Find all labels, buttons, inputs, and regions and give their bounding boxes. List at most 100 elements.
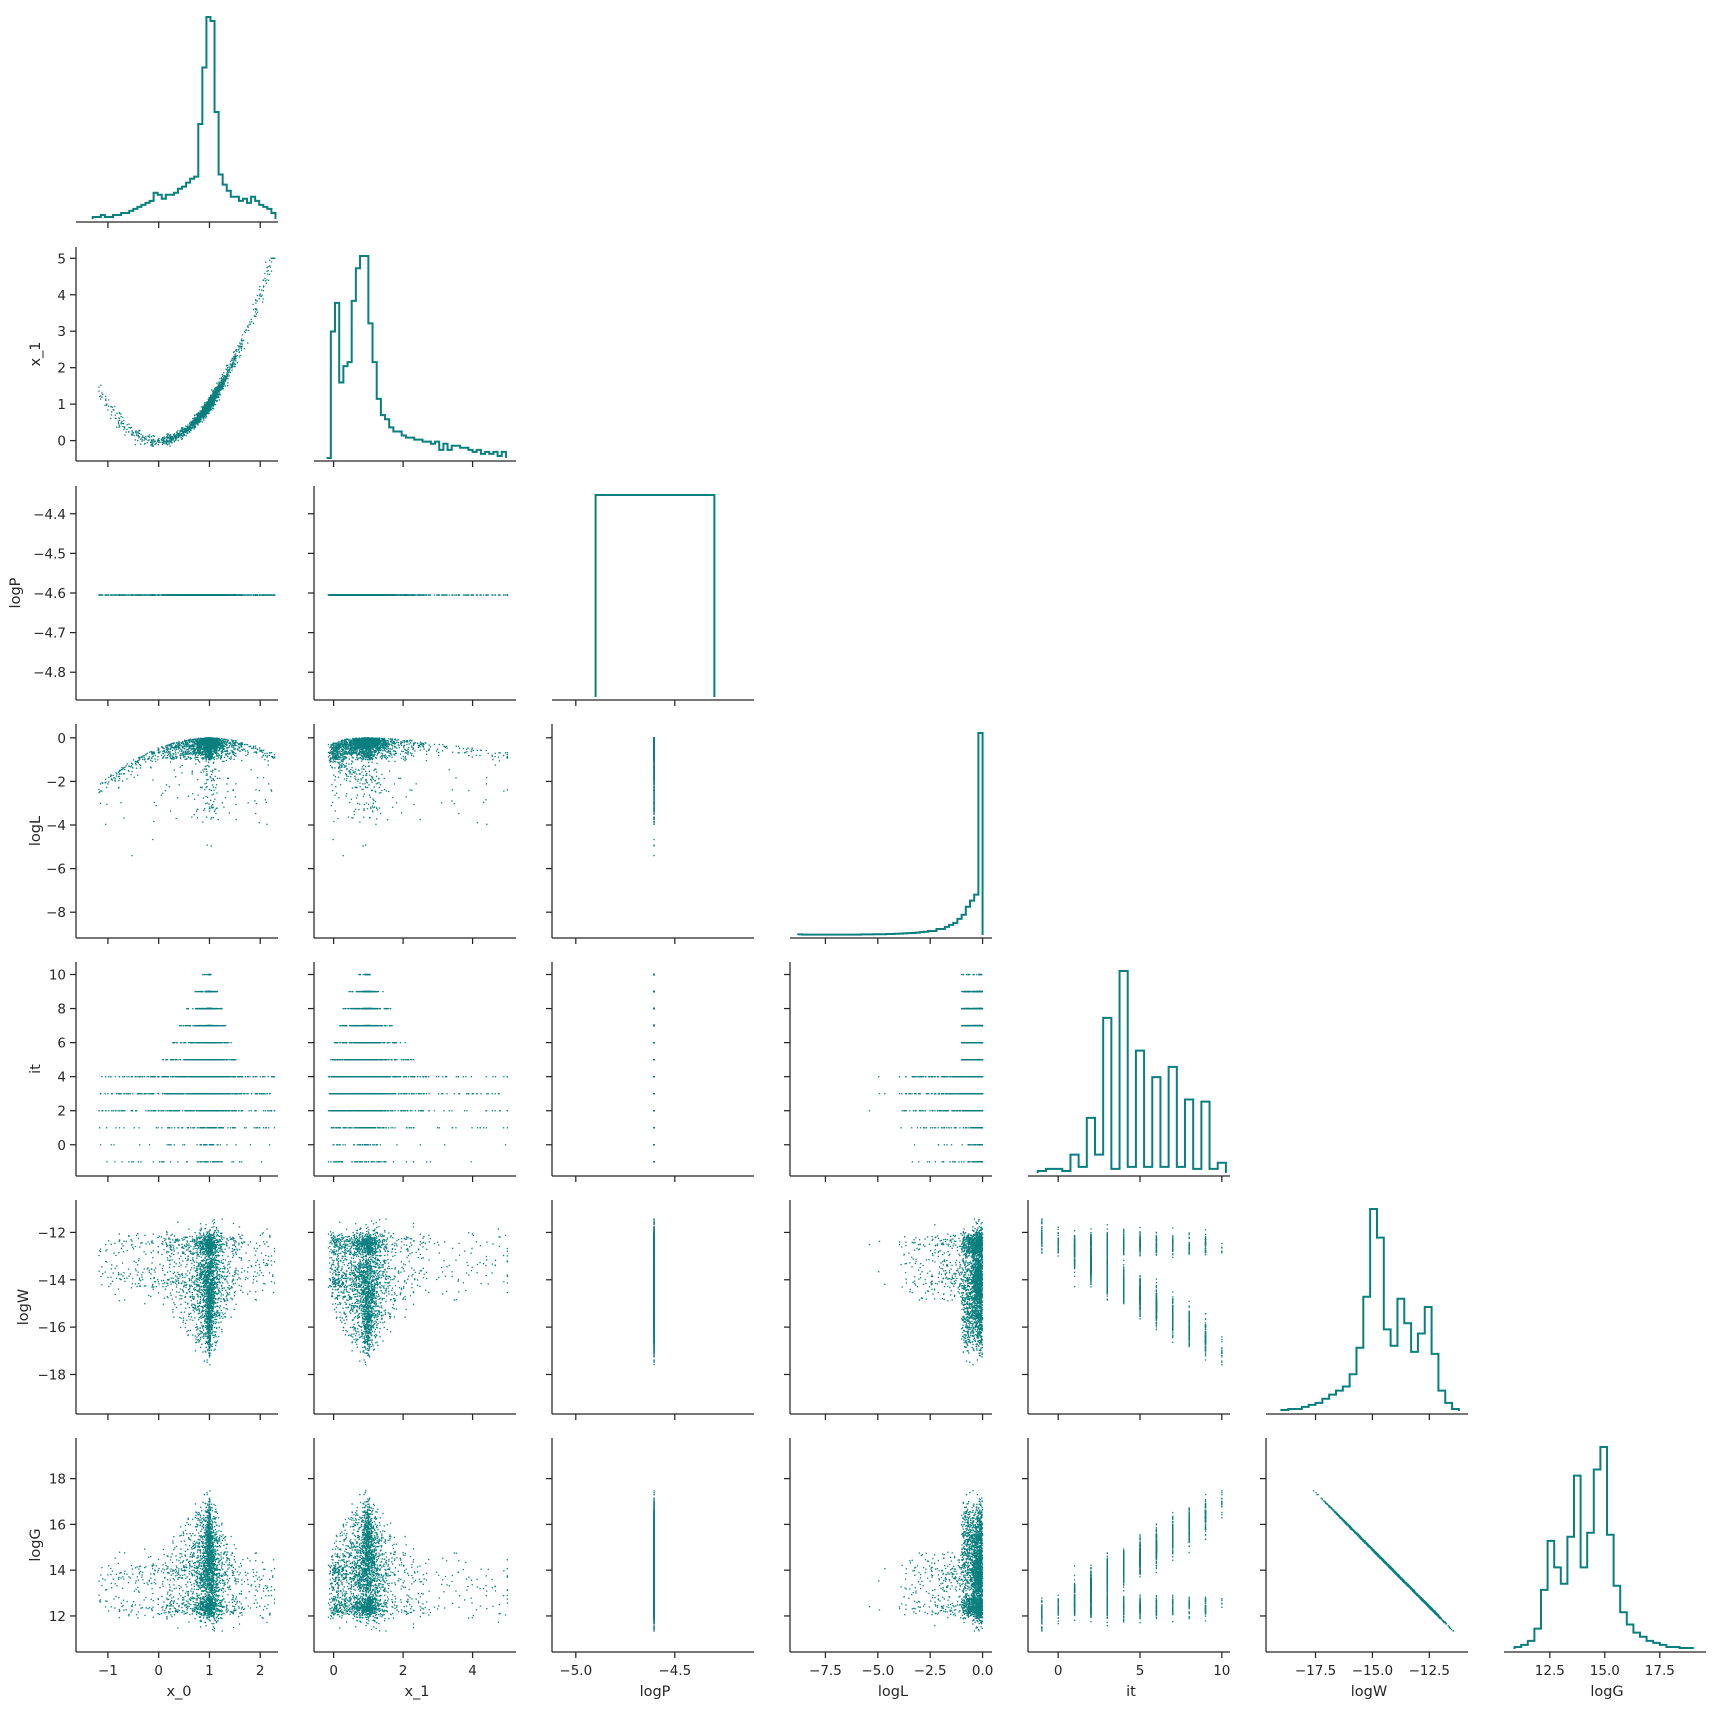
point [124, 434, 126, 436]
point [199, 417, 201, 419]
point [197, 420, 199, 423]
point [141, 437, 143, 439]
point [185, 425, 187, 427]
point [177, 435, 179, 437]
point [220, 381, 223, 383]
point [235, 350, 237, 352]
point [218, 396, 220, 399]
point [243, 330, 246, 333]
point [168, 439, 171, 441]
point [202, 407, 204, 410]
point [153, 438, 155, 441]
point [137, 432, 140, 434]
point [225, 378, 228, 380]
point [232, 362, 234, 365]
point [232, 358, 235, 360]
point [199, 416, 202, 418]
point [193, 419, 195, 422]
point [133, 434, 135, 437]
point [234, 355, 236, 357]
point [265, 282, 268, 284]
point [259, 295, 261, 297]
point [171, 436, 174, 438]
point [255, 302, 257, 304]
point [215, 395, 217, 397]
point [114, 414, 116, 416]
point [163, 437, 166, 440]
point [162, 442, 164, 444]
point [120, 413, 122, 415]
point [218, 381, 220, 383]
point [199, 414, 201, 417]
point [266, 279, 268, 281]
point [143, 594, 145, 596]
point [272, 257, 275, 259]
point [204, 413, 206, 416]
point [223, 380, 226, 382]
point [197, 422, 199, 424]
point [166, 443, 168, 445]
point [172, 437, 174, 440]
point [180, 429, 182, 431]
y-tick-label: −4.7 [33, 626, 66, 642]
point [139, 443, 142, 445]
point [183, 433, 186, 436]
point [147, 439, 149, 442]
point [219, 387, 221, 390]
point [106, 403, 108, 405]
point [133, 594, 135, 596]
point [173, 433, 175, 435]
point [124, 426, 126, 428]
point [128, 594, 130, 596]
point [190, 427, 193, 429]
point [207, 413, 209, 415]
point [128, 426, 130, 429]
point [198, 414, 200, 416]
point [104, 398, 107, 400]
point [241, 334, 244, 336]
point [139, 430, 141, 432]
point [243, 347, 246, 350]
point [132, 433, 134, 435]
point [110, 417, 112, 420]
point [134, 443, 137, 446]
point [209, 409, 211, 412]
point [231, 367, 233, 369]
point [268, 279, 270, 282]
point [194, 425, 196, 428]
point [145, 436, 147, 438]
point [182, 429, 184, 431]
point [192, 418, 194, 420]
point [175, 439, 177, 441]
point [137, 435, 139, 438]
point [236, 355, 238, 357]
point [243, 339, 245, 342]
point [259, 293, 261, 295]
scatter-logP-vs-x_0 [98, 594, 276, 596]
point [150, 439, 152, 441]
point [121, 422, 124, 425]
point [234, 363, 237, 366]
point [239, 345, 241, 347]
point [122, 422, 125, 425]
point [157, 440, 159, 442]
point [131, 431, 134, 433]
point [208, 399, 210, 402]
point [165, 439, 167, 441]
point [199, 419, 201, 421]
point [120, 423, 122, 425]
point [212, 394, 214, 396]
point [226, 368, 228, 370]
point [247, 329, 249, 332]
point [186, 431, 188, 433]
point [208, 407, 210, 409]
point [231, 359, 233, 361]
point [160, 438, 163, 440]
point [212, 408, 215, 410]
point [163, 436, 165, 438]
point [170, 441, 172, 444]
point [168, 442, 170, 444]
point [186, 429, 188, 431]
point [166, 442, 168, 444]
point [221, 378, 223, 380]
